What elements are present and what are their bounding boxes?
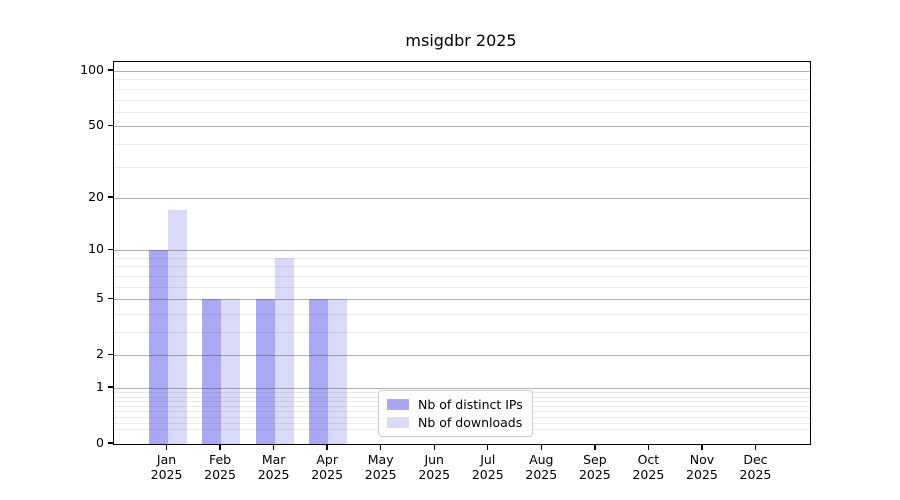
x-tick-mark-may: [379, 444, 382, 450]
legend-swatch-downloads: [387, 417, 409, 428]
gridline-minor: [114, 99, 810, 101]
x-tick-mark-jul: [487, 444, 489, 450]
gridline-minor: [114, 286, 810, 288]
gridline-major-50: [114, 126, 810, 128]
x-tick-label-apr: Apr 2025: [311, 452, 344, 482]
chart-title: msigdbr 2025: [405, 31, 517, 50]
x-tick-mark-mar: [272, 444, 275, 450]
x-tick-label-jul: Jul 2025: [471, 452, 504, 482]
x-tick-mark-aug: [540, 444, 542, 450]
legend-item-downloads: Nb of downloads: [387, 415, 523, 430]
y-tick-label-1: 1: [96, 378, 104, 394]
gridline-major-10: [114, 250, 810, 252]
y-tick-mark-1: [108, 386, 113, 388]
bar-downloads-apr: [328, 299, 348, 444]
plot-canvas: [114, 62, 810, 444]
y-tick-label-2: 2: [96, 346, 104, 362]
x-tick-label-dec: Dec 2025: [739, 452, 772, 482]
legend: Nb of distinct IPs Nb of downloads: [378, 390, 533, 437]
gridline-major-5: [114, 299, 810, 301]
bar-distinct-ips-apr: [309, 299, 329, 444]
x-tick-label-feb: Feb 2025: [204, 452, 236, 482]
y-tick-mark-0: [108, 442, 113, 444]
y-tick-mark-20: [108, 196, 113, 198]
bar-distinct-ips-mar: [255, 299, 275, 444]
gridline-minor: [114, 143, 810, 145]
x-tick-mark-sep: [594, 444, 596, 450]
y-tick-mark-10: [108, 248, 113, 250]
y-tick-mark-50: [108, 124, 113, 126]
y-tick-label-50: 50: [88, 117, 104, 133]
gridline-minor: [114, 88, 810, 90]
x-tick-mark-jun: [433, 444, 435, 450]
x-tick-mark-oct: [647, 444, 650, 450]
y-tick-label-0: 0: [96, 435, 104, 450]
gridline-major-20: [114, 197, 810, 199]
x-tick-label-mar: Mar 2025: [257, 452, 290, 482]
y-tick-label-20: 20: [88, 188, 104, 204]
bar-distinct-ips-jan: [148, 250, 168, 444]
x-tick-mark-jan: [165, 444, 168, 450]
x-tick-label-nov: Nov 2025: [686, 452, 718, 482]
plot-area: [113, 61, 811, 445]
y-tick-label-100: 100: [80, 62, 104, 78]
gridline-minor: [114, 111, 810, 113]
x-tick-label-oct: Oct 2025: [632, 452, 665, 482]
gridline-minor: [114, 166, 810, 168]
bar-downloads-jan: [167, 210, 187, 444]
x-tick-label-sep: Sep 2025: [578, 452, 611, 482]
gridline-minor: [114, 331, 810, 333]
x-tick-mark-dec: [754, 444, 757, 450]
gridline-minor: [114, 275, 810, 277]
y-tick-label-5: 5: [96, 290, 104, 306]
gridline-minor: [114, 313, 810, 315]
gridline-major-100: [114, 71, 810, 73]
bar-downloads-mar: [274, 257, 294, 444]
legend-swatch-distinct-ips: [387, 399, 409, 410]
x-tick-mark-apr: [326, 444, 328, 450]
x-tick-label-may: May 2025: [364, 452, 397, 482]
x-tick-mark-nov: [701, 444, 703, 450]
gridline-minor: [114, 266, 810, 268]
legend-item-distinct-ips: Nb of distinct IPs: [387, 397, 523, 412]
legend-label-distinct-ips: Nb of distinct IPs: [418, 397, 523, 412]
y-tick-label-10: 10: [88, 241, 104, 257]
y-tick-mark-100: [108, 69, 113, 71]
bar-downloads-feb: [221, 299, 241, 444]
x-tick-label-aug: Aug 2025: [525, 452, 558, 482]
y-tick-mark-5: [108, 297, 113, 299]
x-tick-label-jan: Jan 2025: [150, 452, 183, 482]
gridline-major-1: [114, 387, 810, 389]
gridline-minor: [114, 257, 810, 259]
x-tick-label-jun: Jun 2025: [418, 452, 451, 482]
gridline-major-2: [114, 355, 810, 357]
y-tick-mark-2: [108, 353, 113, 355]
bar-distinct-ips-feb: [202, 299, 222, 444]
x-tick-mark-feb: [219, 444, 221, 450]
gridline-minor: [114, 79, 810, 81]
legend-label-downloads: Nb of downloads: [418, 415, 523, 430]
